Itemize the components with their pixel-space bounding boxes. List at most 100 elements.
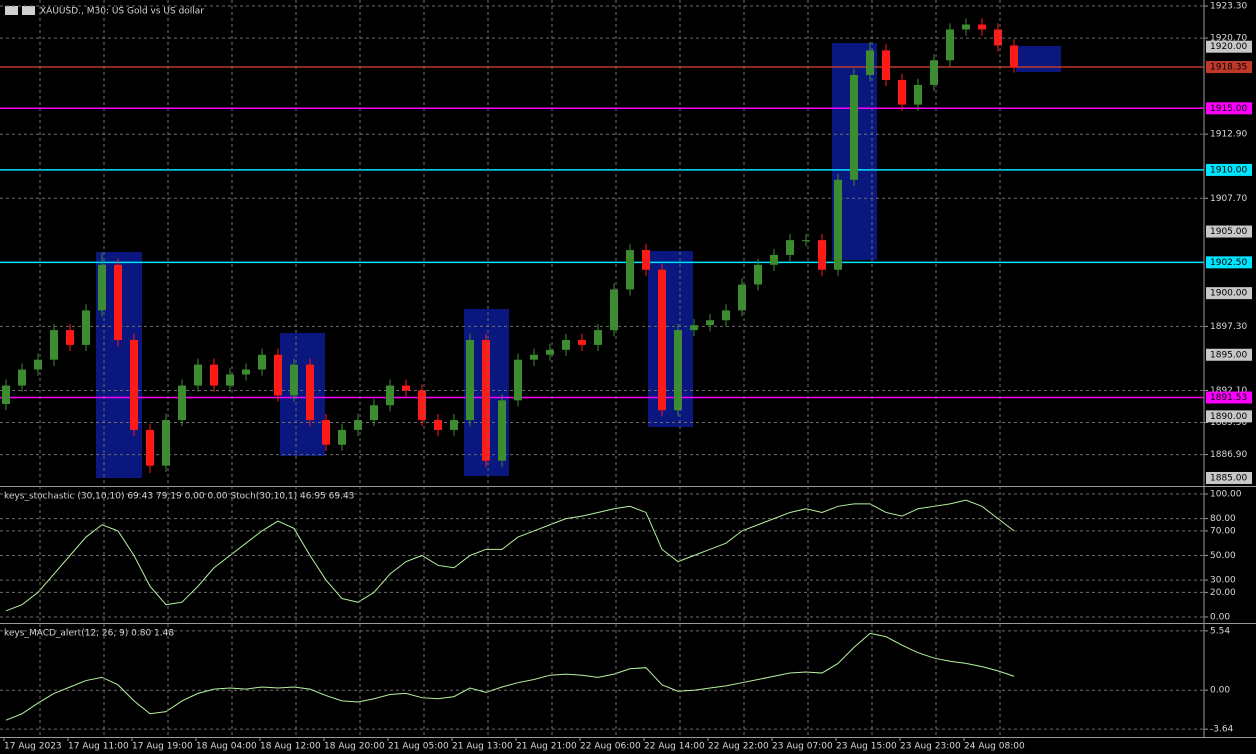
candle-body [498, 400, 506, 461]
candle-body [946, 29, 954, 61]
candle-body [18, 369, 26, 386]
candle-body [66, 330, 74, 345]
candle-body [2, 385, 10, 405]
candle-body [386, 385, 394, 406]
zone [280, 333, 325, 456]
level-label-box [1206, 102, 1252, 115]
candle-body [434, 420, 442, 430]
candle-body [674, 330, 682, 411]
candle-body [562, 339, 570, 350]
candle-body [690, 325, 698, 331]
candle-body [194, 364, 202, 386]
candle-body [290, 364, 298, 396]
icon [22, 6, 35, 15]
x-tick-label: 18 Aug 20:00 [324, 742, 385, 752]
y-tick-label: 50.00 [1210, 551, 1236, 561]
candle-body [610, 289, 618, 331]
x-tick-label: 22 Aug 22:00 [708, 742, 769, 752]
chart-title: XAUUSD., M30: US Gold vs US dollar [40, 7, 204, 17]
y-tick-label: 1907.70 [1210, 194, 1247, 204]
candle-body [722, 310, 730, 321]
candle-body [898, 79, 906, 105]
price-label-box [1206, 287, 1252, 300]
level-label: 1891.53 [1210, 393, 1247, 403]
candle-body [338, 429, 346, 445]
candle-body [754, 264, 762, 285]
indicator-line [5, 499, 1015, 612]
candle-body [738, 284, 746, 311]
candle-body [322, 420, 330, 445]
y-tick-label: 30.00 [1210, 576, 1236, 586]
candle-body [770, 254, 778, 265]
candle-body [258, 354, 266, 370]
candle-body [146, 429, 154, 466]
candle-body [658, 269, 666, 411]
y-tick-label: 100.00 [1210, 490, 1242, 500]
indicator-title: keys_stochastic (30,10,10) 69.43 79.19 0… [4, 492, 354, 502]
candle-body [994, 29, 1002, 46]
x-tick-label: 24 Aug 08:00 [964, 742, 1025, 752]
candle-body [466, 339, 474, 421]
zone [648, 251, 693, 427]
y-tick-label: 0.00 [1210, 612, 1230, 622]
x-tick-label: 22 Aug 06:00 [580, 742, 641, 752]
price-label-box [1206, 225, 1252, 238]
candle-body [818, 240, 826, 270]
y-tick-label: 1923.30 [1210, 2, 1247, 12]
x-tick-label: 21 Aug 05:00 [388, 742, 449, 752]
candle-body [82, 310, 90, 345]
candle-body [914, 84, 922, 105]
level-label-box [1206, 61, 1252, 74]
y-tick-label: 1889.50 [1210, 418, 1247, 428]
candle-body [98, 264, 106, 311]
candle-body [1010, 45, 1018, 68]
level-label: 1910.00 [1210, 165, 1247, 175]
zone [1016, 46, 1061, 72]
candle-body [578, 339, 586, 345]
candle-body [242, 369, 250, 375]
candle-body [706, 320, 714, 326]
level-label: 1918.35 [1210, 63, 1247, 73]
y-tick-label: 20.00 [1210, 588, 1236, 598]
price-label: 1905.00 [1210, 227, 1247, 237]
candle-body [930, 60, 938, 85]
price-label: 1920.00 [1210, 42, 1247, 52]
candle-body [178, 385, 186, 421]
candle-body [594, 330, 602, 345]
candle-body [274, 354, 282, 396]
price-label-box [1206, 348, 1252, 361]
level-label: 1902.50 [1210, 258, 1247, 268]
candle-body [370, 405, 378, 421]
price-label-box [1206, 410, 1252, 423]
y-tick-label: 80.00 [1210, 514, 1236, 524]
candle-body [850, 75, 858, 180]
candle-body [50, 330, 58, 360]
candle-body [34, 359, 42, 370]
candle-body [546, 349, 554, 355]
price-label-box [1206, 471, 1252, 484]
y-tick-label: 1912.90 [1210, 130, 1247, 140]
candle-body [114, 264, 122, 340]
y-tick-label: -3.64 [1210, 725, 1234, 735]
x-tick-label: 21 Aug 21:00 [516, 742, 577, 752]
level-label-box [1206, 256, 1252, 269]
candle-body [834, 179, 842, 270]
price-label: 1895.00 [1210, 350, 1247, 360]
x-tick-label: 22 Aug 14:00 [644, 742, 705, 752]
y-tick-label: 1892.10 [1210, 386, 1247, 396]
candle-body [882, 50, 890, 80]
level-label-box [1206, 391, 1252, 404]
x-tick-label: 18 Aug 04:00 [196, 742, 257, 752]
candle-body [226, 374, 234, 386]
y-tick-label: 1886.90 [1210, 450, 1247, 460]
x-tick-label: 23 Aug 15:00 [836, 742, 897, 752]
candle-body [306, 364, 314, 421]
y-tick-label: 1920.70 [1210, 34, 1247, 44]
candle-body [402, 385, 410, 391]
icon [5, 6, 18, 15]
candle-body [514, 359, 522, 401]
y-tick-label: 1897.30 [1210, 322, 1247, 332]
candle-body [210, 364, 218, 386]
